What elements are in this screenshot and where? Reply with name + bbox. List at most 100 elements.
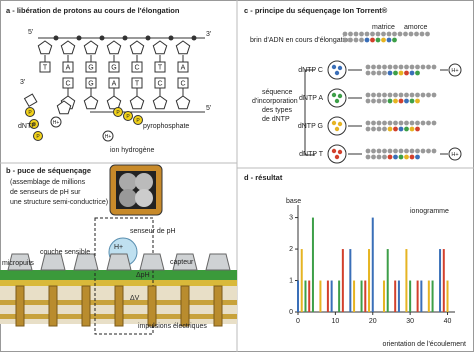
bead bbox=[415, 154, 420, 160]
bead bbox=[409, 70, 415, 76]
bead bbox=[365, 64, 371, 70]
bead bbox=[415, 98, 420, 104]
bead bbox=[371, 120, 376, 126]
proton bbox=[448, 63, 462, 77]
base-label: A bbox=[181, 64, 186, 71]
layer-label: couche sensible bbox=[40, 249, 90, 256]
phosphate-dot bbox=[191, 35, 197, 41]
bar bbox=[364, 280, 367, 312]
bead bbox=[376, 64, 382, 70]
phosphate-label: P bbox=[36, 134, 40, 140]
bar bbox=[311, 217, 314, 312]
bead bbox=[403, 31, 408, 37]
bead bbox=[348, 31, 353, 37]
bead bbox=[404, 148, 409, 154]
bead bbox=[386, 31, 392, 37]
base-box bbox=[23, 93, 38, 108]
bar bbox=[371, 217, 374, 312]
base-label: A bbox=[66, 64, 71, 71]
bead bbox=[371, 154, 376, 160]
base-box bbox=[62, 61, 74, 73]
base-box bbox=[154, 61, 166, 73]
bead bbox=[376, 148, 382, 154]
nucleotide bbox=[334, 98, 340, 104]
phosphate-dot bbox=[76, 35, 82, 41]
base-box bbox=[108, 61, 120, 73]
base-label: C bbox=[180, 80, 185, 87]
nucleotide bbox=[337, 149, 343, 155]
bead bbox=[404, 64, 409, 70]
base-box bbox=[85, 61, 97, 73]
bead bbox=[342, 37, 348, 43]
template-label: matrice bbox=[372, 24, 395, 31]
flow-label: dNTP C bbox=[298, 67, 323, 74]
bead bbox=[431, 92, 437, 98]
pillar bbox=[180, 285, 190, 327]
bead bbox=[359, 37, 364, 43]
strand-end: 5' bbox=[28, 29, 33, 36]
bar bbox=[368, 249, 371, 312]
bead bbox=[365, 70, 371, 76]
bead bbox=[415, 70, 420, 76]
bead bbox=[409, 154, 415, 160]
base-label: C bbox=[134, 64, 139, 71]
bead bbox=[364, 31, 370, 37]
bead bbox=[398, 148, 404, 154]
bead bbox=[376, 126, 382, 132]
proton-label: H+ bbox=[105, 134, 112, 140]
well bbox=[205, 253, 231, 271]
bead bbox=[415, 64, 420, 70]
pillar bbox=[81, 285, 91, 327]
bead bbox=[393, 126, 398, 132]
bead bbox=[426, 148, 431, 154]
base-label: T bbox=[43, 64, 48, 71]
ion-label: ion hydrogène bbox=[110, 147, 154, 154]
base-label: C bbox=[157, 80, 162, 87]
sugar bbox=[37, 40, 53, 55]
sugar bbox=[83, 40, 99, 55]
order-label: séquence bbox=[262, 89, 292, 96]
bead bbox=[398, 126, 404, 132]
phosphate bbox=[113, 107, 123, 117]
x-tick-label: 10 bbox=[331, 318, 339, 325]
bar bbox=[420, 280, 423, 312]
bead bbox=[393, 70, 398, 76]
flow-well bbox=[327, 144, 347, 164]
bead bbox=[353, 31, 359, 37]
flow-diagram: dNTP C H+ dNTP A dNTP G dNTP T H+ bbox=[298, 31, 462, 164]
bead bbox=[404, 126, 409, 132]
bar bbox=[446, 280, 449, 312]
bead bbox=[371, 70, 376, 76]
nucleotide bbox=[337, 65, 343, 71]
bar bbox=[409, 280, 412, 312]
phosphate-label: P bbox=[126, 114, 130, 120]
bead bbox=[371, 126, 376, 132]
detector-label: capteur bbox=[170, 259, 194, 266]
order-label: des types bbox=[262, 107, 292, 114]
y-tick-label: 2 bbox=[289, 246, 293, 253]
dv-label: ΔV bbox=[130, 295, 140, 302]
bead bbox=[348, 37, 353, 43]
sugar bbox=[175, 95, 191, 110]
description: une structure semi-conductrice) bbox=[10, 199, 108, 206]
bead bbox=[426, 92, 431, 98]
bead bbox=[415, 126, 420, 132]
bead bbox=[415, 120, 420, 126]
bead bbox=[392, 31, 397, 37]
bead bbox=[376, 70, 382, 76]
well bbox=[7, 253, 33, 271]
bead bbox=[382, 154, 387, 160]
phosphate-dot bbox=[122, 35, 128, 41]
pillar bbox=[48, 285, 58, 327]
nucleotide bbox=[331, 64, 337, 70]
well bbox=[73, 253, 99, 271]
bead bbox=[404, 92, 409, 98]
pillar bbox=[213, 285, 223, 327]
proton bbox=[102, 130, 114, 142]
bead bbox=[365, 148, 371, 154]
bar bbox=[416, 280, 419, 312]
base-label: G bbox=[111, 64, 116, 71]
flow-well bbox=[327, 88, 347, 108]
